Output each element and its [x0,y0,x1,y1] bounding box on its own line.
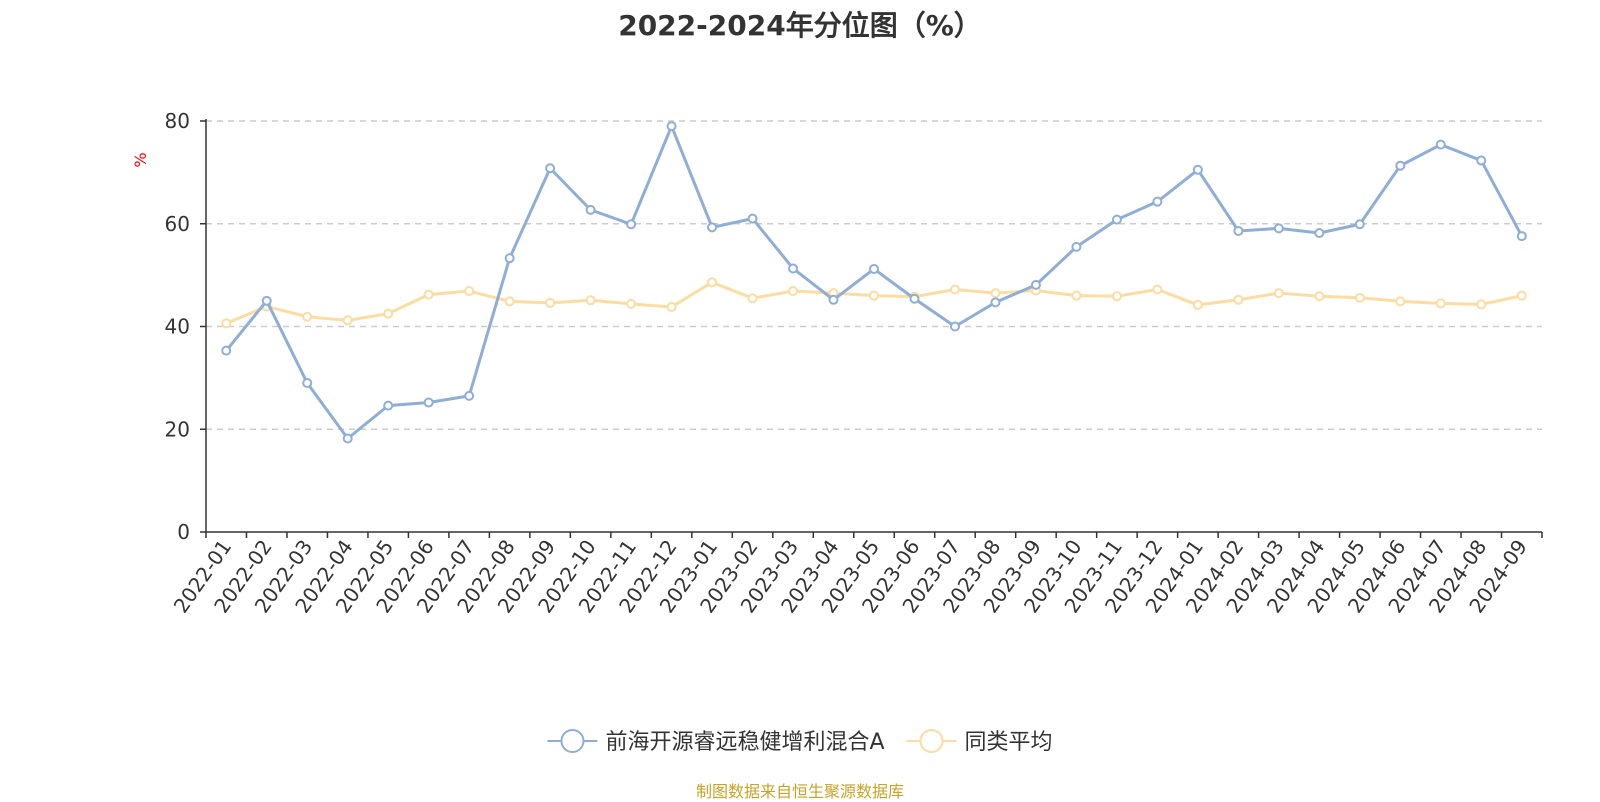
data-point [990,288,1001,299]
data-point [1273,288,1284,299]
y-tick-label: 40 [165,315,190,339]
data-point [869,290,879,301]
data-point [383,308,394,319]
chart-title: 2022-2024年分位图（%） [618,9,982,42]
data-point [261,295,272,306]
data-point [626,298,637,309]
data-point [1233,225,1244,236]
legend-label: 前海开源睿远稳健增利混合A [605,730,884,755]
data-point [464,286,475,297]
legend-marker [919,729,944,753]
data-point [1111,214,1122,225]
data-point [1435,298,1446,309]
legend-label: 同类平均 [965,730,1053,755]
data-point [585,204,596,215]
data-point [1152,284,1163,295]
data-point [1273,223,1284,234]
data-point [1354,219,1365,230]
data-point [221,345,232,356]
data-point [707,277,718,288]
legend-item[interactable]: 前海开源睿远稳健增利混合A [547,729,885,755]
data-point [1435,139,1446,150]
data-point [828,294,839,305]
data-point [585,295,596,306]
data-point [545,163,556,174]
data-point [342,433,353,444]
data-point [626,219,637,230]
legend-item[interactable]: 同类平均 [906,729,1053,755]
data-point [747,213,758,224]
legend-marker [560,729,585,753]
legend[interactable]: 前海开源睿远稳健增利混合A 同类平均 [547,729,1053,755]
data-point [666,121,677,132]
data-point [1395,160,1406,171]
data-point [747,293,758,304]
y-axis-label: % [131,152,150,167]
data-point [464,390,475,401]
data-point [1314,227,1325,238]
data-point [1395,296,1406,307]
data-point [1192,299,1203,310]
data-point [545,297,556,308]
data-point [423,289,434,300]
data-point [383,400,394,411]
data-point [221,318,232,329]
y-tick-label: 80 [165,109,190,133]
y-tick-label: 20 [165,417,190,441]
data-point [1152,196,1163,207]
data-point [423,397,434,408]
data-point [1516,290,1527,301]
data-point [666,301,677,312]
data-point [504,296,515,307]
data-point [1314,291,1325,302]
data-point [788,263,799,274]
data-point [1476,299,1487,310]
data-point [1516,231,1527,242]
data-point [1071,241,1082,252]
data-point [302,311,313,322]
y-tick-label: 0 [177,520,190,544]
y-tick-label: 60 [165,212,190,236]
data-point [949,321,960,332]
data-point [707,222,718,233]
data-point [1111,291,1122,302]
axes: 0204060802022-012022-022022-032022-04202… [165,109,1543,617]
series-line [224,280,1524,325]
source-note: 制图数据来自恒生聚源数据库 [695,782,904,801]
data-point [504,253,515,264]
data-point [788,286,799,297]
data-point [342,315,353,326]
data-point [1233,294,1244,305]
grid-lines [206,120,1542,430]
data-point [1071,290,1082,301]
data-point [949,284,960,295]
data-point [1354,292,1365,303]
data-point [869,263,879,274]
data-point [302,378,313,389]
data-point [1192,164,1203,175]
data-point [909,293,920,304]
series-lines [221,121,1527,444]
data-point [1476,155,1487,166]
series-line [224,124,1524,440]
data-point [1030,279,1041,290]
data-point [990,297,1001,308]
